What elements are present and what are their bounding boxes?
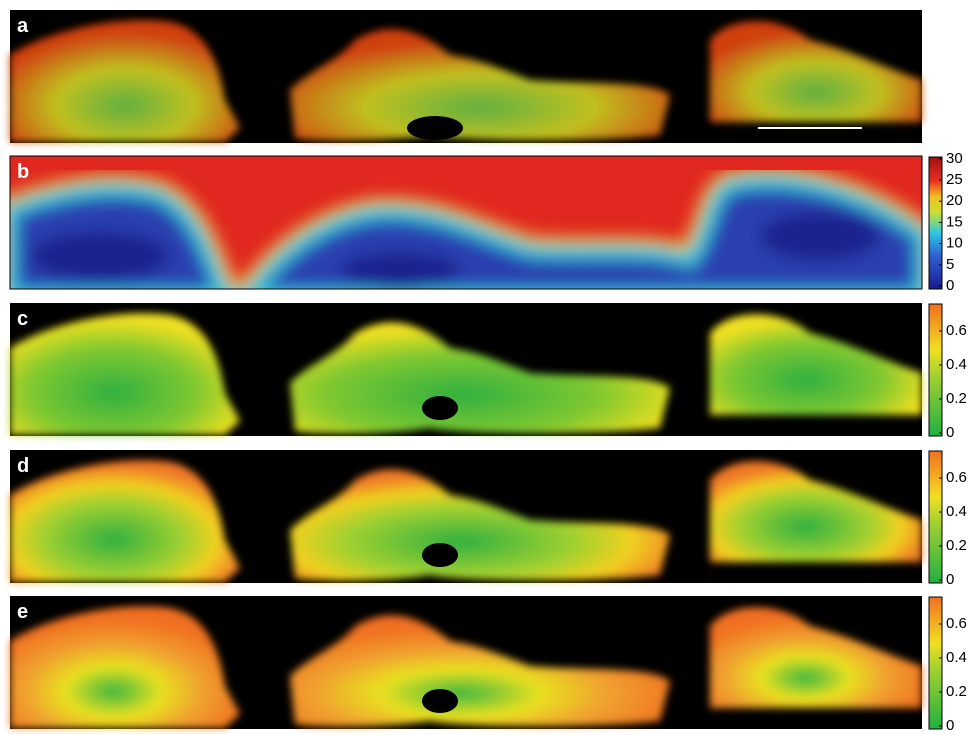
colorbar bbox=[929, 157, 942, 289]
panel-label: b bbox=[17, 161, 29, 183]
panel-label: e bbox=[17, 601, 28, 623]
hole bbox=[422, 543, 458, 567]
colorbar-tick-label: 0 bbox=[946, 717, 954, 734]
colorbar-tick-label: 5 bbox=[946, 256, 954, 273]
colorbar-tick-label: 0 bbox=[946, 277, 954, 294]
panel-label: d bbox=[17, 455, 29, 477]
colorbar bbox=[929, 451, 942, 583]
hole bbox=[422, 689, 458, 713]
colorbar-tick-label: 0.6 bbox=[946, 322, 967, 339]
colorbar-tick-label: 10 bbox=[946, 235, 963, 252]
colorbar-tick-label: 0.2 bbox=[946, 683, 967, 700]
colorbar-tick-label: 30 bbox=[946, 150, 963, 167]
colorbar-tick-label: 20 bbox=[946, 192, 963, 209]
colorbar-tick-label: 0.4 bbox=[946, 356, 967, 373]
colorbar-tick-label: 0.2 bbox=[946, 537, 967, 554]
panel-label: a bbox=[17, 15, 29, 37]
colorbar-tick-label: 0.2 bbox=[946, 390, 967, 407]
figure: a b 0 5 10 15 20 25 30 c 0 0.2 0.4 0.6 d 0 0.2 0.4 0.6 e 0 0.… bbox=[0, 0, 974, 735]
colorbar bbox=[929, 304, 942, 436]
panel-label: c bbox=[17, 308, 28, 330]
colorbar bbox=[929, 597, 942, 729]
colorbar-tick-label: 0.4 bbox=[946, 503, 967, 520]
colorbar-tick-label: 0.6 bbox=[946, 469, 967, 486]
colorbar-tick-label: 0 bbox=[946, 571, 954, 588]
colorbar-tick-label: 25 bbox=[946, 171, 963, 188]
colorbar-tick-label: 15 bbox=[946, 213, 963, 230]
panel-b-image bbox=[10, 156, 922, 296]
hole bbox=[422, 396, 458, 420]
colorbar-tick-label: 0.6 bbox=[946, 615, 967, 632]
colorbar-tick-label: 0.4 bbox=[946, 649, 967, 666]
colorbar-tick-label: 0 bbox=[946, 424, 954, 441]
hole bbox=[407, 116, 463, 140]
